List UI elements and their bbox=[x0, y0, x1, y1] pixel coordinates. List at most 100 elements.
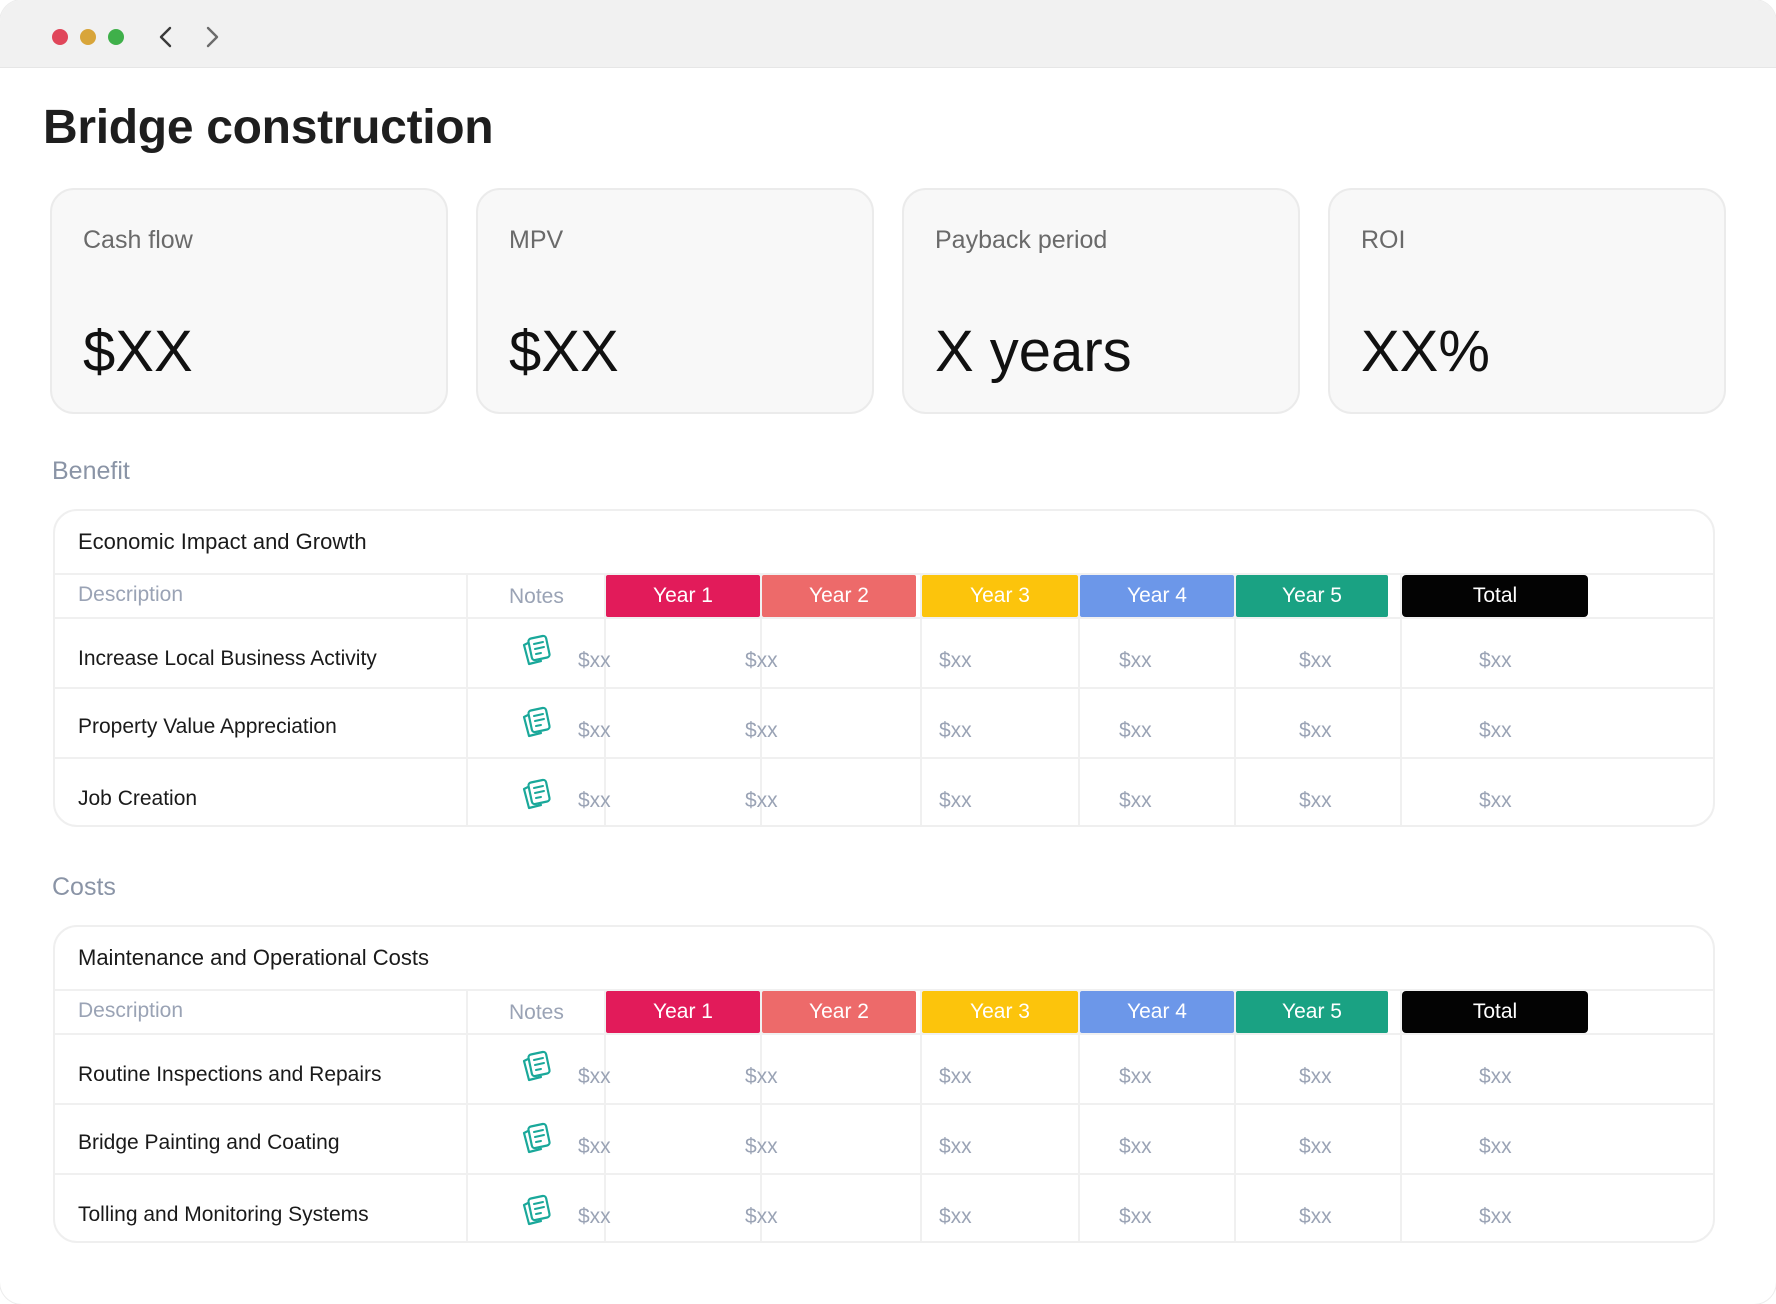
column-header-year-1[interactable]: Year 1 bbox=[606, 575, 760, 617]
kpi-value: XX% bbox=[1361, 319, 1490, 384]
kpi-value: X years bbox=[935, 319, 1132, 384]
kpi-label: ROI bbox=[1361, 226, 1406, 254]
column-divider bbox=[466, 573, 468, 825]
notes-icon[interactable] bbox=[519, 633, 555, 669]
row-divider bbox=[55, 757, 1713, 759]
table-cell[interactable]: $xx bbox=[939, 1065, 972, 1088]
notes-icon[interactable] bbox=[519, 777, 555, 813]
row-divider bbox=[55, 1173, 1713, 1175]
group-title[interactable]: Economic Impact and Growth bbox=[78, 529, 367, 554]
table-cell[interactable]: $xx bbox=[1299, 649, 1332, 672]
kpi-label: Payback period bbox=[935, 226, 1108, 254]
row-label[interactable]: Increase Local Business Activity bbox=[78, 647, 377, 670]
column-header-year-2[interactable]: Year 2 bbox=[762, 991, 916, 1033]
table-cell[interactable]: $xx bbox=[1299, 1065, 1332, 1088]
row-label[interactable]: Tolling and Monitoring Systems bbox=[78, 1203, 369, 1226]
table-cell[interactable]: $xx bbox=[939, 789, 972, 812]
column-header-description: Description bbox=[78, 999, 184, 1022]
table-cell[interactable]: $xx bbox=[1299, 1205, 1332, 1228]
table-cell[interactable]: $xx bbox=[1479, 1205, 1512, 1228]
column-header-total[interactable]: Total bbox=[1402, 991, 1588, 1033]
table-cell[interactable]: $xx bbox=[1479, 1135, 1512, 1158]
table-cell[interactable]: $xx bbox=[1479, 789, 1512, 812]
back-button[interactable] bbox=[152, 22, 180, 52]
notes-icon[interactable] bbox=[519, 1193, 555, 1229]
table-cell[interactable]: $xx bbox=[1119, 649, 1152, 672]
table-cell[interactable]: $xx bbox=[939, 719, 972, 742]
column-divider bbox=[1078, 989, 1080, 1241]
row-label[interactable]: Property Value Appreciation bbox=[78, 715, 337, 738]
column-header-year-2[interactable]: Year 2 bbox=[762, 575, 916, 617]
table-cell[interactable]: $xx bbox=[578, 649, 611, 672]
group-title[interactable]: Maintenance and Operational Costs bbox=[78, 945, 429, 970]
table-cell[interactable]: $xx bbox=[939, 1205, 972, 1228]
table-cell[interactable]: $xx bbox=[1119, 1205, 1152, 1228]
row-divider bbox=[55, 687, 1713, 689]
column-divider bbox=[1400, 989, 1402, 1241]
kpi-label: MPV bbox=[509, 226, 564, 254]
column-header-year-4[interactable]: Year 4 bbox=[1080, 991, 1234, 1033]
close-window-button[interactable] bbox=[52, 29, 68, 45]
table-cell[interactable]: $xx bbox=[1119, 1135, 1152, 1158]
column-divider bbox=[920, 989, 922, 1241]
row-label[interactable]: Job Creation bbox=[78, 787, 198, 810]
table-cell[interactable]: $xx bbox=[1479, 1065, 1512, 1088]
chevron-left-icon bbox=[159, 26, 172, 48]
table-cell[interactable]: $xx bbox=[745, 1135, 778, 1158]
column-divider bbox=[1078, 573, 1080, 825]
notes-icon[interactable] bbox=[519, 1049, 555, 1085]
table-cell[interactable]: $xx bbox=[578, 719, 611, 742]
column-header-notes: Notes bbox=[509, 1001, 564, 1024]
chevron-right-icon bbox=[206, 26, 219, 48]
table-cell[interactable]: $xx bbox=[745, 719, 778, 742]
section-label: Costs bbox=[52, 873, 116, 901]
table-cell[interactable]: $xx bbox=[1119, 1065, 1152, 1088]
column-header-year-5[interactable]: Year 5 bbox=[1236, 991, 1388, 1033]
column-divider bbox=[466, 989, 468, 1241]
notes-icon[interactable] bbox=[519, 705, 555, 741]
row-divider bbox=[55, 1033, 1713, 1035]
column-header-year-3[interactable]: Year 3 bbox=[922, 991, 1078, 1033]
column-header-year-1[interactable]: Year 1 bbox=[606, 991, 760, 1033]
column-header-year-5[interactable]: Year 5 bbox=[1236, 575, 1388, 617]
table-cell[interactable]: $xx bbox=[578, 1205, 611, 1228]
table-cell[interactable]: $xx bbox=[745, 1065, 778, 1088]
kpi-label: Cash flow bbox=[83, 226, 193, 254]
row-divider bbox=[55, 617, 1713, 619]
table-cell[interactable]: $xx bbox=[745, 1205, 778, 1228]
table-cell[interactable]: $xx bbox=[1299, 1135, 1332, 1158]
row-label[interactable]: Bridge Painting and Coating bbox=[78, 1131, 340, 1154]
row-divider bbox=[55, 1103, 1713, 1105]
maximize-window-button[interactable] bbox=[108, 29, 124, 45]
kpi-card-cash-flow: Cash flow $XX bbox=[50, 188, 448, 414]
kpi-card-mpv: MPV $XX bbox=[476, 188, 874, 414]
table-card: Economic Impact and Growth Description Not… bbox=[53, 509, 1715, 827]
column-header-total[interactable]: Total bbox=[1402, 575, 1588, 617]
table-cell[interactable]: $xx bbox=[1119, 719, 1152, 742]
table-cell[interactable]: $xx bbox=[939, 649, 972, 672]
column-divider bbox=[1400, 573, 1402, 825]
column-divider bbox=[604, 989, 606, 1241]
table-cell[interactable]: $xx bbox=[1119, 789, 1152, 812]
table-cell[interactable]: $xx bbox=[745, 649, 778, 672]
title-bar bbox=[0, 0, 1776, 68]
table-cell[interactable]: $xx bbox=[1299, 789, 1332, 812]
table-cell[interactable]: $xx bbox=[745, 789, 778, 812]
column-header-year-4[interactable]: Year 4 bbox=[1080, 575, 1234, 617]
column-divider bbox=[604, 573, 606, 825]
forward-button[interactable] bbox=[198, 22, 226, 52]
table-cell[interactable]: $xx bbox=[1479, 649, 1512, 672]
table-cell[interactable]: $xx bbox=[1479, 719, 1512, 742]
page-title: Bridge construction bbox=[43, 101, 494, 154]
notes-icon[interactable] bbox=[519, 1121, 555, 1157]
table-cell[interactable]: $xx bbox=[578, 1135, 611, 1158]
minimize-window-button[interactable] bbox=[80, 29, 96, 45]
table-cell[interactable]: $xx bbox=[1299, 719, 1332, 742]
table-cell[interactable]: $xx bbox=[578, 1065, 611, 1088]
kpi-card-roi: ROI XX% bbox=[1328, 188, 1726, 414]
row-label[interactable]: Routine Inspections and Repairs bbox=[78, 1063, 382, 1086]
table-cell[interactable]: $xx bbox=[578, 789, 611, 812]
table-card: Maintenance and Operational Costs Descrip… bbox=[53, 925, 1715, 1243]
column-header-year-3[interactable]: Year 3 bbox=[922, 575, 1078, 617]
table-cell[interactable]: $xx bbox=[939, 1135, 972, 1158]
